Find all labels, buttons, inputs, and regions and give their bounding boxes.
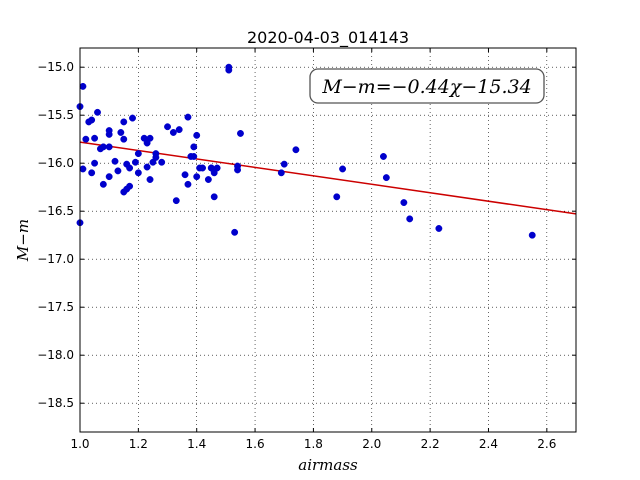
data-point	[181, 171, 189, 179]
data-point	[435, 225, 443, 232]
ticks	[79, 48, 576, 432]
data-point	[190, 143, 198, 151]
data-point	[143, 163, 151, 171]
x-tick-label: 2.6	[537, 437, 556, 451]
data-point	[204, 176, 212, 183]
data-point	[158, 158, 166, 166]
data-point	[190, 153, 198, 160]
data-point	[105, 143, 113, 151]
y-axis-label: M−m	[14, 219, 32, 262]
y-tick-label: −15.0	[37, 60, 74, 74]
data-point	[172, 197, 180, 205]
data-point	[379, 153, 387, 160]
data-point	[99, 143, 107, 151]
axes-frame	[79, 47, 577, 433]
data-point	[88, 169, 96, 177]
y-tick-label: −18.0	[37, 348, 74, 362]
y-tick-label: −16.5	[37, 204, 74, 218]
x-tick-label: 1.4	[187, 437, 206, 451]
y-tick-label: −18.5	[37, 396, 74, 410]
data-point	[210, 193, 218, 201]
data-point	[105, 130, 113, 138]
data-point	[193, 131, 201, 139]
data-point	[184, 113, 192, 121]
data-point	[134, 169, 142, 177]
data-point	[193, 173, 201, 181]
x-tick-label: 1.0	[70, 437, 89, 451]
x-tick-label: 1.2	[129, 437, 148, 451]
data-point	[88, 116, 96, 124]
data-points	[76, 63, 536, 239]
data-point	[134, 150, 142, 158]
data-point	[164, 123, 171, 131]
data-point	[126, 182, 134, 190]
data-point	[82, 135, 90, 143]
data-point	[91, 134, 99, 142]
data-point	[111, 157, 119, 165]
data-point	[406, 215, 414, 223]
data-point	[129, 114, 136, 122]
data-point	[199, 164, 206, 172]
data-point	[213, 164, 221, 172]
data-point	[231, 228, 239, 236]
data-point	[152, 153, 160, 161]
grid	[79, 48, 576, 432]
data-point	[339, 165, 347, 173]
data-point	[184, 180, 192, 188]
data-point	[120, 118, 128, 126]
x-tick-label: 1.8	[304, 437, 323, 451]
x-tick-label: 2.0	[362, 437, 381, 451]
axes-background	[80, 48, 576, 432]
data-point	[277, 169, 285, 177]
fit-legend-box	[309, 68, 545, 104]
data-point	[169, 129, 177, 136]
fit-line-layer	[79, 141, 577, 215]
x-tick-label: 2.4	[479, 437, 498, 451]
x-axis-label: airmass	[298, 456, 358, 474]
x-tick-label: 2.2	[421, 437, 440, 451]
data-point	[146, 134, 154, 142]
data-point	[528, 231, 536, 239]
data-point	[146, 176, 154, 183]
data-point	[126, 164, 134, 172]
data-point	[400, 199, 408, 207]
fit-equation: M−m=−0.44χ−15.34	[321, 76, 531, 98]
data-point	[280, 160, 288, 168]
data-point	[79, 82, 87, 90]
data-point	[225, 66, 233, 74]
data-point	[131, 158, 139, 166]
data-point	[94, 108, 101, 116]
data-point	[99, 180, 107, 188]
y-tick-label: −15.5	[37, 108, 74, 122]
data-point	[333, 193, 341, 201]
fit-line	[79, 141, 577, 215]
data-point	[120, 135, 128, 143]
data-point	[237, 129, 244, 137]
data-point	[105, 173, 113, 181]
x-tick-label: 1.6	[246, 437, 265, 451]
y-tick-labels: −15.0 −15.5 −16.0 −16.5 −17.0 −17.5 −18.0 −18.5	[37, 60, 74, 410]
data-point	[117, 129, 125, 136]
data-point	[234, 166, 242, 174]
data-point	[79, 165, 87, 173]
data-point	[175, 126, 183, 134]
data-point	[292, 146, 300, 154]
data-point	[382, 174, 390, 182]
plot-area	[76, 47, 577, 433]
data-point	[114, 167, 122, 175]
data-point	[91, 159, 99, 167]
chart-title: 2020-04-03_014143	[247, 28, 409, 48]
y-tick-label: −17.0	[37, 252, 74, 266]
x-tick-labels: 1.0 1.2 1.4 1.6 1.8 2.0 2.2 2.4 2.6	[70, 437, 556, 451]
y-tick-label: −16.0	[37, 156, 74, 170]
y-tick-label: −17.5	[37, 300, 74, 314]
fit-legend: M−m=−0.44χ−15.34	[309, 68, 545, 104]
